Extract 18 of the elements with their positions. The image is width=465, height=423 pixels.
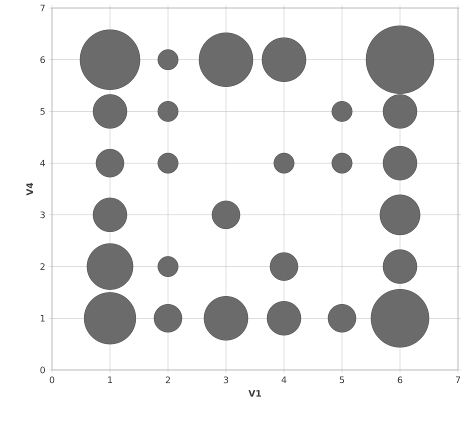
y-tick-label: 6 [40,56,45,64]
y-axis-title: V4 [26,182,33,196]
y-tick-label: 2 [40,263,45,270]
x-tick-label: 6 [398,376,402,384]
x-tick-label: 5 [340,376,344,384]
x-tick-label: 0 [50,376,54,384]
x-tick-label: 1 [108,376,112,384]
x-tick-label: 2 [166,376,170,384]
y-tick-label: 4 [40,160,45,166]
x-axis-title: V1 [248,390,261,397]
x-tick-label: 4 [282,376,286,384]
y-tick-label: 7 [40,4,45,12]
y-tick-label: 5 [40,108,45,115]
y-tick-label: 0 [40,366,45,374]
y-tick-label: 1 [40,315,45,322]
x-tick-label: 3 [224,376,228,384]
x-tick-label: 7 [456,376,460,384]
y-tick-label: 3 [40,211,45,218]
